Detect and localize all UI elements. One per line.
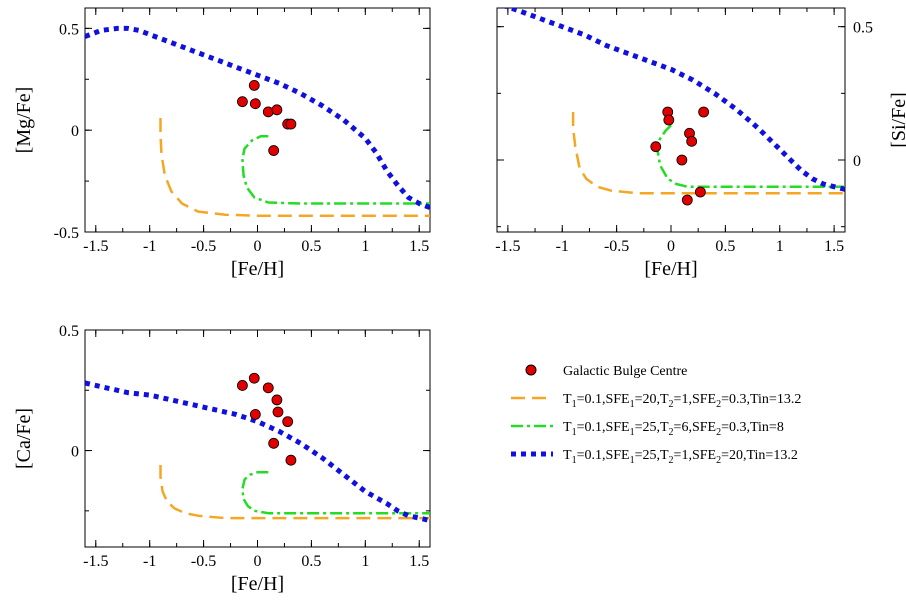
mg-xaxis-label: [Fe/H] — [231, 258, 284, 280]
si-xtick-label: 1.5 — [824, 238, 844, 255]
ca-bulge-point — [271, 394, 283, 406]
mg-xtick-label: 0.5 — [301, 238, 321, 255]
ca-ytick-label: 0.5 — [59, 323, 79, 340]
legend-bulge-marker — [525, 364, 537, 376]
mg-plot-area — [85, 25, 430, 217]
si-series-dotted-line — [502, 8, 845, 192]
mg-xtick-label: -1.5 — [83, 238, 108, 255]
mg-bulge-point — [237, 96, 248, 108]
ca-xtick-label: -0.5 — [191, 553, 216, 570]
mg-ytick-label: 0.5 — [59, 21, 79, 38]
si-bulge-point — [698, 106, 710, 118]
ca-xtick-label: -1.5 — [83, 553, 108, 570]
si-xtick-label: -1 — [556, 238, 569, 255]
mg-xtick-label: 1 — [361, 238, 369, 255]
mg-ytick-label: 0 — [71, 123, 79, 140]
ca-series-dashdot-line — [241, 471, 430, 515]
ca-xtick-label: 1.5 — [409, 553, 429, 570]
ca-xtick-label: -1 — [143, 553, 156, 570]
ca-bulge-point — [268, 437, 280, 449]
mg-xtick-label: -0.5 — [191, 238, 216, 255]
si-xtick-label: 1 — [776, 238, 784, 255]
ca-series-dotted-line — [85, 380, 430, 523]
si-plot-area — [502, 8, 845, 206]
si-bulge-point — [663, 114, 675, 126]
mg-panel: -1.5 -1 -0.5 0 0.5 1 1.5 -0.5 0 0.5 [Fe/H] [Mg/Fe] — [13, 7, 431, 280]
ca-xtick-label: 0 — [254, 553, 262, 570]
ca-xtick-label: 0.5 — [301, 553, 321, 570]
legend-model2-label: T1=0.1,SFE1=25,T2=6,SFE2=0.3,Tin=8 — [563, 420, 784, 438]
mg-xtick-label: 1.5 — [409, 238, 429, 255]
si-panel: -1.5 -1 -0.5 0 0.5 1 1.5 0 0.5 [Fe/H] [Si/Fe] — [495, 7, 906, 280]
mg-bulge-point — [248, 79, 260, 91]
mg-bulge-point — [285, 118, 297, 130]
legend: Galactic Bulge Centre T1=0.1,SFE1=20,T2=… — [511, 364, 801, 466]
si-xtick-label: 0 — [667, 238, 675, 255]
si-ytick-label: 0 — [853, 153, 861, 170]
si-ytick-label: 0.5 — [853, 20, 873, 37]
ca-plot-area — [85, 372, 430, 523]
mg-bulge-point — [268, 145, 280, 156]
legend-model1-label: T1=0.1,SFE1=20,T2=1,SFE2=0.3,Tin=13.2 — [563, 392, 801, 410]
mg-ytick-label: -0.5 — [54, 225, 79, 242]
ca-bulge-point — [282, 416, 294, 428]
si-bulge-point — [694, 186, 706, 198]
si-bulge-point — [650, 141, 662, 153]
si-yaxis-label: [Si/Fe] — [888, 92, 906, 148]
legend-model3-label: T1=0.1,SFE1=25,T2=1,SFE2=20,Tin=13.2 — [563, 448, 798, 466]
ca-xtick-label: 1 — [361, 553, 369, 570]
ca-bulge-point — [249, 408, 261, 420]
si-bulge-point — [676, 154, 688, 166]
ca-bulge-point — [285, 454, 297, 466]
mg-xtick-label: -1 — [143, 238, 156, 255]
ca-ytick-label: 0 — [71, 444, 79, 461]
mg-series-dotted-line — [85, 25, 430, 210]
ca-bulge-point — [237, 380, 248, 391]
si-xtick-label: -0.5 — [604, 238, 629, 255]
si-xtick-label: 0.5 — [715, 238, 735, 255]
mg-series-dashed-line — [159, 118, 430, 217]
ca-bulge-point — [272, 406, 284, 418]
mg-yaxis-label: [Mg/Fe] — [13, 87, 35, 154]
mg-xtick-label: 0 — [254, 238, 262, 255]
legend-bulge-label: Galactic Bulge Centre — [563, 364, 687, 379]
si-series-dashed-line — [571, 112, 845, 195]
mg-plot-frame — [84, 7, 431, 233]
ca-xaxis-label: [Fe/H] — [231, 573, 284, 595]
mg-bulge-point — [271, 104, 283, 116]
mg-series-dashdot-line — [241, 135, 430, 205]
ca-bulge-point — [262, 382, 274, 394]
si-xaxis-label: [Fe/H] — [644, 258, 697, 280]
ca-bulge-point — [248, 372, 260, 384]
ca-panel: -1.5 -1 -0.5 0 0.5 1 1.5 0 0.5 [Fe/H] [Ca/Fe] — [13, 323, 431, 595]
si-bulge-point — [686, 135, 698, 147]
si-bulge-point — [681, 194, 693, 206]
ca-series-dashed-line — [159, 465, 430, 520]
ca-yaxis-label: [Ca/Fe] — [13, 408, 35, 469]
si-xtick-label: -1.5 — [495, 238, 520, 255]
mg-bulge-point — [249, 98, 261, 110]
